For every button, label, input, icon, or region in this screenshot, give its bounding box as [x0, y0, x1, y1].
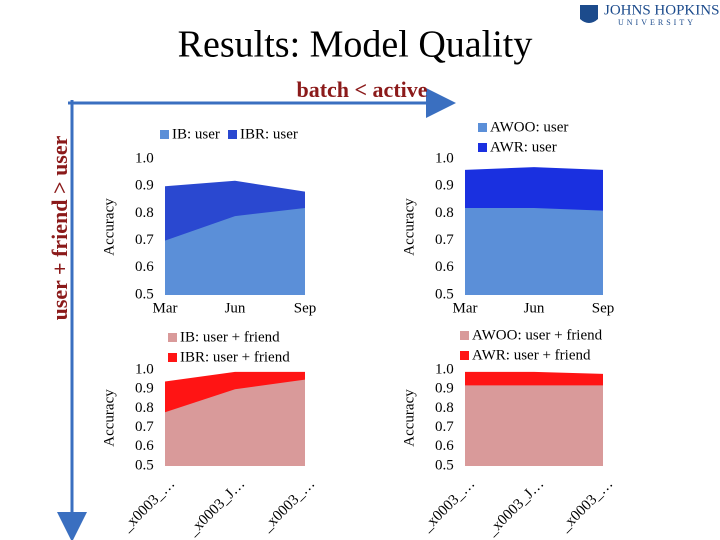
x-tick-label: Sep — [592, 300, 615, 316]
x-tick-label: _x0003_J… — [483, 476, 547, 540]
area — [465, 385, 603, 466]
y-tick-label: 0.8 — [435, 400, 454, 416]
y-tick-label: 0.9 — [435, 178, 454, 194]
x-tick-label: Jun — [225, 300, 246, 316]
legend-swatch — [478, 123, 487, 132]
y-tick-label: 0.8 — [135, 205, 154, 221]
legend-swatch — [168, 333, 177, 342]
y-tick-label: 0.5 — [435, 457, 454, 473]
legend-label: IB: user — [172, 126, 220, 142]
x-tick-label: _x0003_… — [119, 476, 179, 536]
legend-swatch — [228, 130, 237, 139]
legend-swatch — [460, 331, 469, 340]
area — [165, 379, 305, 466]
y-tick-label: 1.0 — [135, 150, 154, 166]
y-tick-label: 0.6 — [135, 438, 154, 454]
y-tick-label: 1.0 — [135, 361, 154, 377]
y-tick-label: 0.9 — [435, 381, 454, 397]
legend-label: AWOO: user + friend — [472, 327, 603, 343]
legend-label: AWOO: user — [490, 119, 568, 135]
x-tick-label: Mar — [153, 300, 178, 316]
area — [465, 207, 603, 295]
x-tick-label: Sep — [294, 300, 317, 316]
legend-swatch — [168, 353, 177, 362]
logo-text: UNIVERSITY — [618, 18, 696, 27]
y-tick-label: 1.0 — [435, 361, 454, 377]
y-tick-label: 0.5 — [135, 457, 154, 473]
y-tick-label: 0.6 — [435, 259, 454, 275]
logo-text: JOHNS HOPKINS — [604, 2, 719, 18]
legend-swatch — [460, 351, 469, 360]
x-tick-label: _x0003_… — [259, 476, 319, 536]
y-tick-label: 0.5 — [435, 286, 454, 302]
y-tick-label: 0.7 — [135, 419, 154, 435]
y-tick-label: 0.7 — [135, 232, 154, 248]
y-axis-label: Accuracy — [401, 389, 417, 447]
y-tick-label: 0.8 — [135, 400, 154, 416]
y-tick-label: 0.6 — [135, 259, 154, 275]
legend-label: IBR: user — [240, 126, 298, 142]
y-arrow-label: user + friend > user — [47, 135, 72, 320]
y-tick-label: 1.0 — [435, 150, 454, 166]
y-tick-label: 0.5 — [135, 286, 154, 302]
x-tick-label: _x0003_J… — [184, 476, 248, 540]
x-arrow-label: batch < active — [296, 77, 427, 102]
logo-shield — [580, 5, 598, 23]
legend-label: AWR: user + friend — [472, 347, 591, 363]
y-tick-label: 0.7 — [435, 419, 454, 435]
y-axis-label: Accuracy — [401, 198, 417, 256]
y-tick-label: 0.9 — [135, 381, 154, 397]
legend-label: IBR: user + friend — [180, 349, 290, 365]
area — [165, 207, 305, 295]
x-tick-label: Jun — [524, 300, 545, 316]
x-tick-label: _x0003_… — [419, 476, 479, 536]
y-tick-label: 0.8 — [435, 205, 454, 221]
y-tick-label: 0.9 — [135, 178, 154, 194]
legend-swatch — [160, 130, 169, 139]
legend-label: IB: user + friend — [180, 329, 280, 345]
y-axis-label: Accuracy — [101, 389, 117, 447]
y-axis-label: Accuracy — [101, 198, 117, 256]
x-tick-label: Mar — [453, 300, 478, 316]
legend-label: AWR: user — [490, 139, 557, 155]
y-tick-label: 0.6 — [435, 438, 454, 454]
legend-swatch — [478, 143, 487, 152]
logo: JOHNS HOPKINS UNIVERSITY — [580, 2, 719, 27]
slide-title: Results: Model Quality — [178, 24, 533, 66]
y-tick-label: 0.7 — [435, 232, 454, 248]
x-tick-label: _x0003_… — [557, 476, 617, 536]
